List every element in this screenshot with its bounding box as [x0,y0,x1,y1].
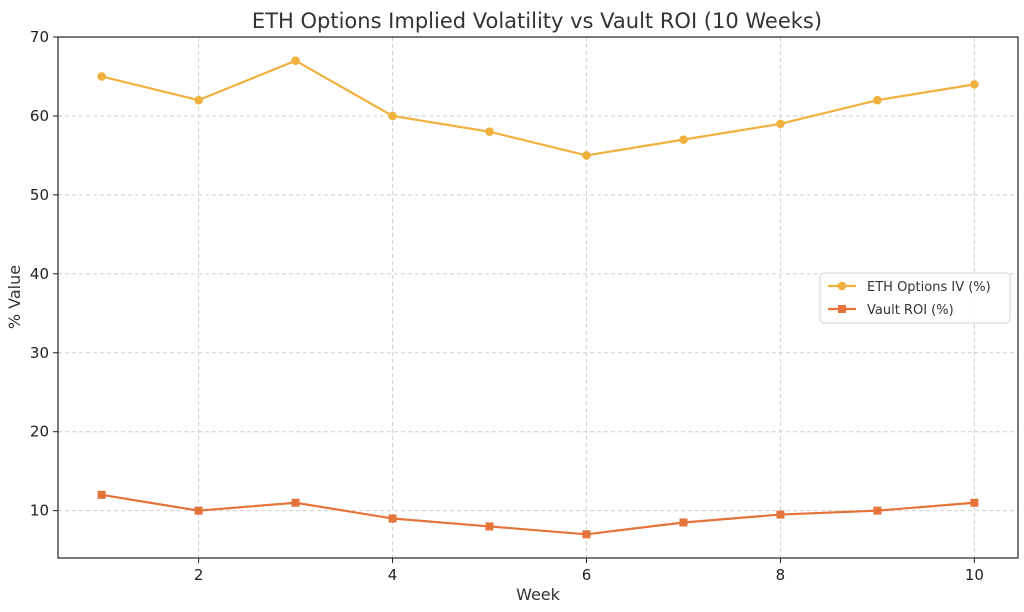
series-1-point [97,72,106,81]
series-2-point [388,514,397,523]
plot-frame [57,36,1019,559]
x-tick-label: 6 [582,566,592,584]
series-line-2 [101,493,975,536]
series-2-point [97,490,106,499]
y-tick-label: 70 [30,28,49,46]
chart-title: ETH Options Implied Volatility vs Vault … [252,9,822,33]
x-tick-label: 2 [194,566,204,584]
series-2-point [582,530,591,539]
x-tick-label: 4 [388,566,398,584]
y-axis-label: % Value [5,265,24,329]
y-tick-label: 60 [30,107,49,125]
legend-items: ETH Options IV (%) Vault ROI (%) [828,280,991,318]
series-1-point [970,80,979,89]
series-1-point [485,127,494,137]
series-2-point [679,518,688,527]
y-tick-label: 20 [30,423,49,441]
series-1-point [582,151,591,160]
series-1-point [194,95,203,105]
series-2-point [485,522,494,531]
legend-box [819,272,1011,324]
series-2-point [776,510,785,519]
series-1-point [388,111,397,121]
legend: ETH Options IV (%) Vault ROI (%) [819,272,1011,324]
y-tick-label: 40 [30,265,49,283]
series-1-point [776,119,785,129]
x-tick-label: 8 [776,566,786,584]
series-2-point [873,506,882,515]
series-2-point [291,498,300,507]
series-1-point [679,135,688,144]
x-axis-label: Week [516,585,561,604]
legend-marker-1 [837,281,847,291]
y-tick-label: 50 [30,186,49,204]
series-layer [97,56,979,539]
series-2-point [970,498,979,507]
series-line-1 [101,59,975,157]
y-tick-label: 10 [30,502,49,520]
legend-label-1: ETH Options IV (%) [867,280,991,295]
series-1-point [291,56,300,65]
legend-label-2: Vault ROI (%) [867,303,954,318]
tick-layer: 2 4 6 8 10 10 20 30 40 50 60 70 [30,28,984,584]
x-tick-label: 10 [965,566,984,584]
series-2-point [194,506,203,515]
legend-marker-2 [838,305,846,313]
y-tick-label: 30 [30,344,49,362]
series-1-point [873,95,882,105]
